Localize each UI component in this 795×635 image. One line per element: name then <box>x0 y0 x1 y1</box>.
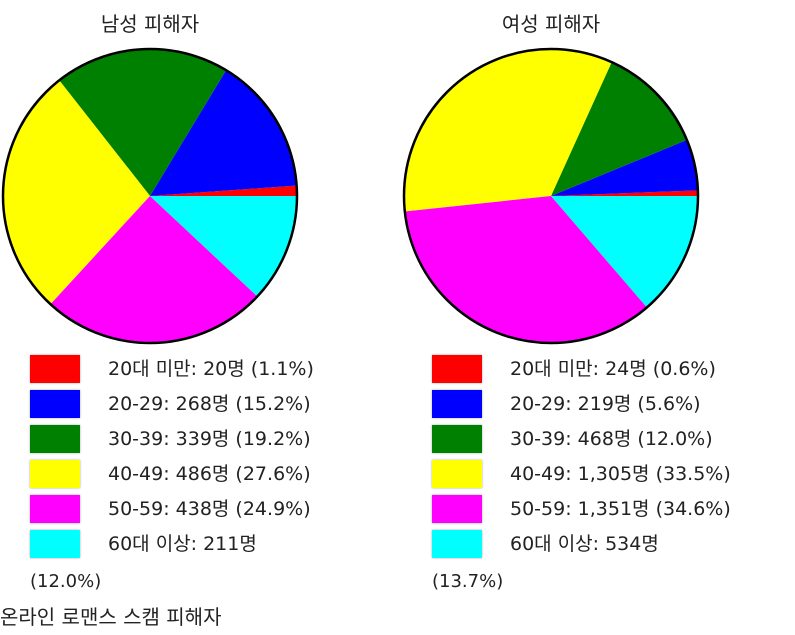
legend-item: 20-29: 219명 (5.6%) <box>432 388 752 423</box>
legend-percent: (13.7%) <box>432 571 504 592</box>
legend-female: 20대 미만: 24명 (0.6%) 20-29: 219명 (5.6%) 30… <box>432 353 752 592</box>
legend-swatch <box>432 425 482 453</box>
legend-male: 20대 미만: 20명 (1.1%) 20-29: 268명 (15.2%) 3… <box>30 353 350 592</box>
legend-item: 20-29: 268명 (15.2%) <box>30 388 350 423</box>
pie-slice-50-59 <box>50 196 258 344</box>
legend-swatch <box>432 495 482 523</box>
legend-swatch <box>30 390 80 418</box>
legend-swatch <box>30 530 80 558</box>
legend-percent: (12.0%) <box>30 571 102 592</box>
pie-chart-female <box>402 47 700 345</box>
legend-label: 30-39: 468명 (12.0%) <box>510 428 713 450</box>
chart-title-male: 남성 피해자 <box>100 12 200 36</box>
legend-label: 50-59: 1,351명 (34.6%) <box>510 498 731 520</box>
legend-label: 60대 이상: 534명 <box>510 533 659 555</box>
legend-item: 40-49: 486명 (27.6%) <box>30 458 350 493</box>
pie-slice-40-49 <box>404 48 612 212</box>
legend-swatch <box>30 355 80 383</box>
legend-item: 50-59: 1,351명 (34.6%) <box>432 493 752 528</box>
legend-item: 50-59: 438명 (24.9%) <box>30 493 350 528</box>
legend-swatch <box>432 390 482 418</box>
pie-slice-20대 미만 <box>150 185 297 196</box>
pie-slice-20-29 <box>551 139 698 196</box>
legend-swatch <box>432 355 482 383</box>
pie-slice-50-59 <box>404 196 647 343</box>
legend-item: 20대 미만: 24명 (0.6%) <box>432 353 752 388</box>
pie-slice-20대 미만 <box>551 190 698 196</box>
pie-slice-30-39 <box>59 49 227 197</box>
legend-item: 60대 이상: 534명 (13.7%) <box>432 528 752 592</box>
legend-label: 20대 미만: 20명 (1.1%) <box>108 358 314 380</box>
legend-item: 40-49: 1,305명 (33.5%) <box>432 458 752 493</box>
legend-swatch <box>432 460 482 488</box>
pie-slice-60대 이상 <box>150 196 297 297</box>
pie-outline <box>1 47 299 345</box>
legend-label: 40-49: 486명 (27.6%) <box>108 463 311 485</box>
legend-label: 20대 미만: 24명 (0.6%) <box>510 358 716 380</box>
legend-label: 30-39: 339명 (19.2%) <box>108 428 311 450</box>
pie-slice-20-29 <box>150 70 297 196</box>
legend-label: 40-49: 1,305명 (33.5%) <box>510 463 731 485</box>
pie-chart-male <box>1 47 299 345</box>
legend-item: 60대 이상: 211명 (12.0%) <box>30 528 350 592</box>
pie-slice-40-49 <box>3 80 150 305</box>
legend-swatch <box>30 495 80 523</box>
legend-swatch <box>432 530 482 558</box>
legend-label: 20-29: 219명 (5.6%) <box>510 393 701 415</box>
legend-swatch <box>30 460 80 488</box>
pie-slice-60대 이상 <box>551 196 698 308</box>
pie-slice-30-39 <box>551 62 687 196</box>
pie-outline <box>402 47 700 345</box>
footer-caption: 온라인 로맨스 스캠 피해자 <box>0 605 222 629</box>
legend-item: 30-39: 339명 (19.2%) <box>30 423 350 458</box>
legend-item: 20대 미만: 20명 (1.1%) <box>30 353 350 388</box>
legend-label: 50-59: 438명 (24.9%) <box>108 498 311 520</box>
legend-swatch <box>30 425 80 453</box>
legend-label: 20-29: 268명 (15.2%) <box>108 393 311 415</box>
legend-item: 30-39: 468명 (12.0%) <box>432 423 752 458</box>
legend-label: 60대 이상: 211명 <box>108 533 257 555</box>
chart-title-female: 여성 피해자 <box>501 12 601 36</box>
